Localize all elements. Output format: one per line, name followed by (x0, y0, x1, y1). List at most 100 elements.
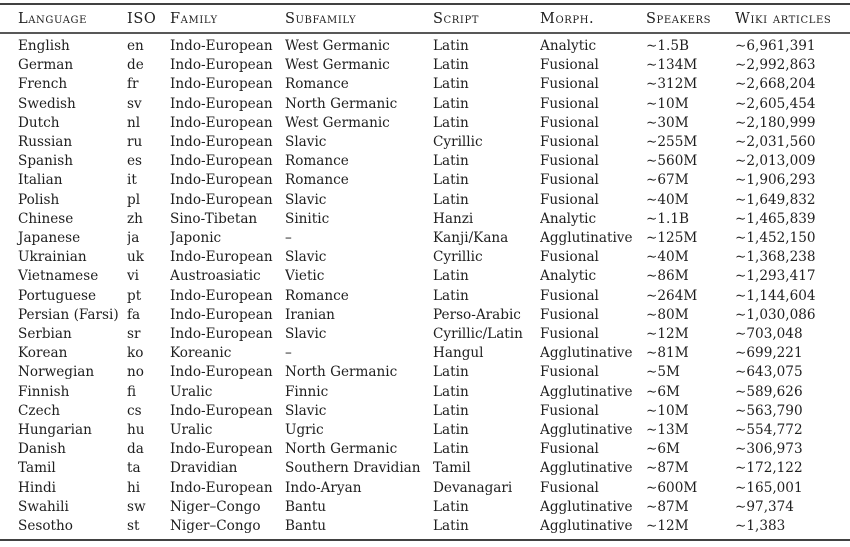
cell-speakers: ∼560M (646, 153, 698, 170)
cell-subfamily: – (285, 345, 292, 362)
cell-iso: zh (127, 210, 143, 227)
cell-language: German (18, 57, 74, 74)
cell-morph: Agglutinative (540, 498, 633, 515)
cell-morph: Fusional (540, 249, 599, 266)
cell-morph: Fusional (540, 479, 599, 496)
cell-wiki: ∼2,031,560 (735, 134, 816, 151)
cell-speakers: ∼134M (646, 57, 698, 74)
cell-language: Hindi (18, 479, 57, 496)
cell-morph: Agglutinative (540, 230, 633, 247)
column-header-morph: Morph. (540, 4, 646, 34)
cell-subfamily: Bantu (285, 498, 327, 515)
cell-speakers: ∼1.5B (646, 38, 689, 54)
cell-morph: Agglutinative (540, 422, 633, 439)
cell-language: Dutch (18, 114, 60, 131)
cell-script: Latin (433, 57, 469, 74)
cell-speakers: ∼10M (646, 402, 689, 419)
cell-wiki: ∼554,772 (735, 422, 803, 439)
cell-iso: hu (127, 422, 145, 439)
cell-speakers: ∼87M (646, 498, 689, 515)
header-row: Language ISO Family Subfamily Script Morph. Sp… (0, 4, 850, 34)
cell-script: Tamil (433, 460, 471, 477)
cell-iso: sr (127, 326, 141, 343)
cell-subfamily: Romance (285, 287, 349, 304)
cell-morph: Fusional (540, 76, 599, 93)
cell-language: English (18, 38, 70, 54)
cell-script: Latin (433, 172, 469, 189)
cell-speakers: ∼6M (646, 441, 680, 458)
cell-family: Uralic (170, 383, 213, 400)
cell-wiki: ∼1,383 (735, 518, 786, 535)
cell-family: Indo-European (170, 76, 273, 93)
cell-language: Norwegian (18, 364, 95, 381)
cell-language: Tamil (18, 460, 56, 477)
cell-morph: Fusional (540, 191, 599, 208)
cell-iso: pt (127, 287, 142, 304)
cell-subfamily: Slavic (285, 326, 327, 343)
cell-speakers: ∼255M (646, 134, 698, 151)
cell-iso: nl (127, 114, 141, 131)
table-row: Portuguese pt Indo-European Romance Latin Fus… (0, 287, 850, 306)
column-header-family: Family (170, 4, 285, 34)
cell-speakers: ∼5M (646, 364, 680, 381)
cell-iso: ru (127, 134, 143, 151)
cell-wiki: ∼2,180,999 (735, 114, 816, 131)
cell-subfamily: Vietic (285, 268, 325, 285)
cell-wiki: ∼2,013,009 (735, 153, 816, 170)
cell-family: Indo-European (170, 402, 273, 419)
table-row: Hindi hi Indo-European Indo-Aryan Devanagari… (0, 479, 850, 498)
cell-morph: Fusional (540, 114, 599, 131)
cell-script: Latin (433, 153, 469, 170)
cell-family: Austroasiatic (170, 268, 261, 285)
column-header-script: Script (433, 4, 540, 34)
cell-family: Indo-European (170, 441, 273, 458)
cell-iso: ja (127, 230, 140, 247)
table-row: Korean ko Koreanic – Hangul Agglutinative ∼81M… (0, 344, 850, 363)
table-row: Spanish es Indo-European Romance Latin Fusion… (0, 152, 850, 171)
cell-subfamily: West Germanic (285, 38, 390, 54)
column-header-wiki: Wiki articles (735, 4, 850, 34)
cell-wiki: ∼703,048 (735, 326, 803, 343)
table-row: Vietnamese vi Austroasiatic Vietic Latin Anal… (0, 267, 850, 286)
cell-wiki: ∼1,368,238 (735, 249, 816, 266)
cell-language: Vietnamese (18, 268, 99, 285)
column-header-language: Language (0, 4, 127, 34)
cell-family: Indo-European (170, 172, 273, 189)
cell-wiki: ∼1,452,150 (735, 230, 816, 247)
cell-family: Indo-European (170, 364, 273, 381)
cell-speakers: ∼600M (646, 479, 698, 496)
cell-iso: da (127, 441, 144, 458)
cell-script: Cyrillic (433, 134, 483, 151)
table-row: Finnish fi Uralic Finnic Latin Agglutinative ∼… (0, 383, 850, 402)
cell-subfamily: Slavic (285, 249, 327, 266)
cell-language: Serbian (18, 326, 72, 343)
cell-speakers: ∼86M (646, 268, 689, 285)
cell-language: Czech (18, 402, 60, 419)
cell-family: Niger–Congo (170, 518, 261, 535)
cell-script: Latin (433, 191, 469, 208)
cell-subfamily: Romance (285, 172, 349, 189)
cell-script: Latin (433, 441, 469, 458)
cell-morph: Analytic (540, 268, 597, 285)
cell-wiki: ∼1,293,417 (735, 268, 816, 285)
cell-speakers: ∼12M (646, 518, 689, 535)
cell-iso: sv (127, 95, 142, 112)
cell-wiki: ∼1,649,832 (735, 191, 816, 208)
cell-subfamily: North Germanic (285, 364, 398, 381)
cell-family: Indo-European (170, 249, 273, 266)
cell-iso: ta (127, 460, 141, 477)
cell-wiki: ∼1,465,839 (735, 210, 816, 227)
cell-morph: Fusional (540, 402, 599, 419)
cell-wiki: ∼97,374 (735, 498, 794, 515)
cell-subfamily: Romance (285, 153, 349, 170)
cell-subfamily: North Germanic (285, 441, 398, 458)
cell-language: French (18, 76, 68, 93)
cell-language: Korean (18, 345, 68, 362)
table-row: Swahili sw Niger–Congo Bantu Latin Agglutinat… (0, 498, 850, 517)
table-row: Norwegian no Indo-European North Germanic La… (0, 363, 850, 382)
cell-speakers: ∼40M (646, 249, 689, 266)
table-row: Czech cs Indo-European Slavic Latin Fusional ∼… (0, 402, 850, 421)
cell-language: Japanese (18, 230, 81, 247)
cell-speakers: ∼125M (646, 230, 698, 247)
cell-wiki: ∼2,605,454 (735, 95, 816, 112)
